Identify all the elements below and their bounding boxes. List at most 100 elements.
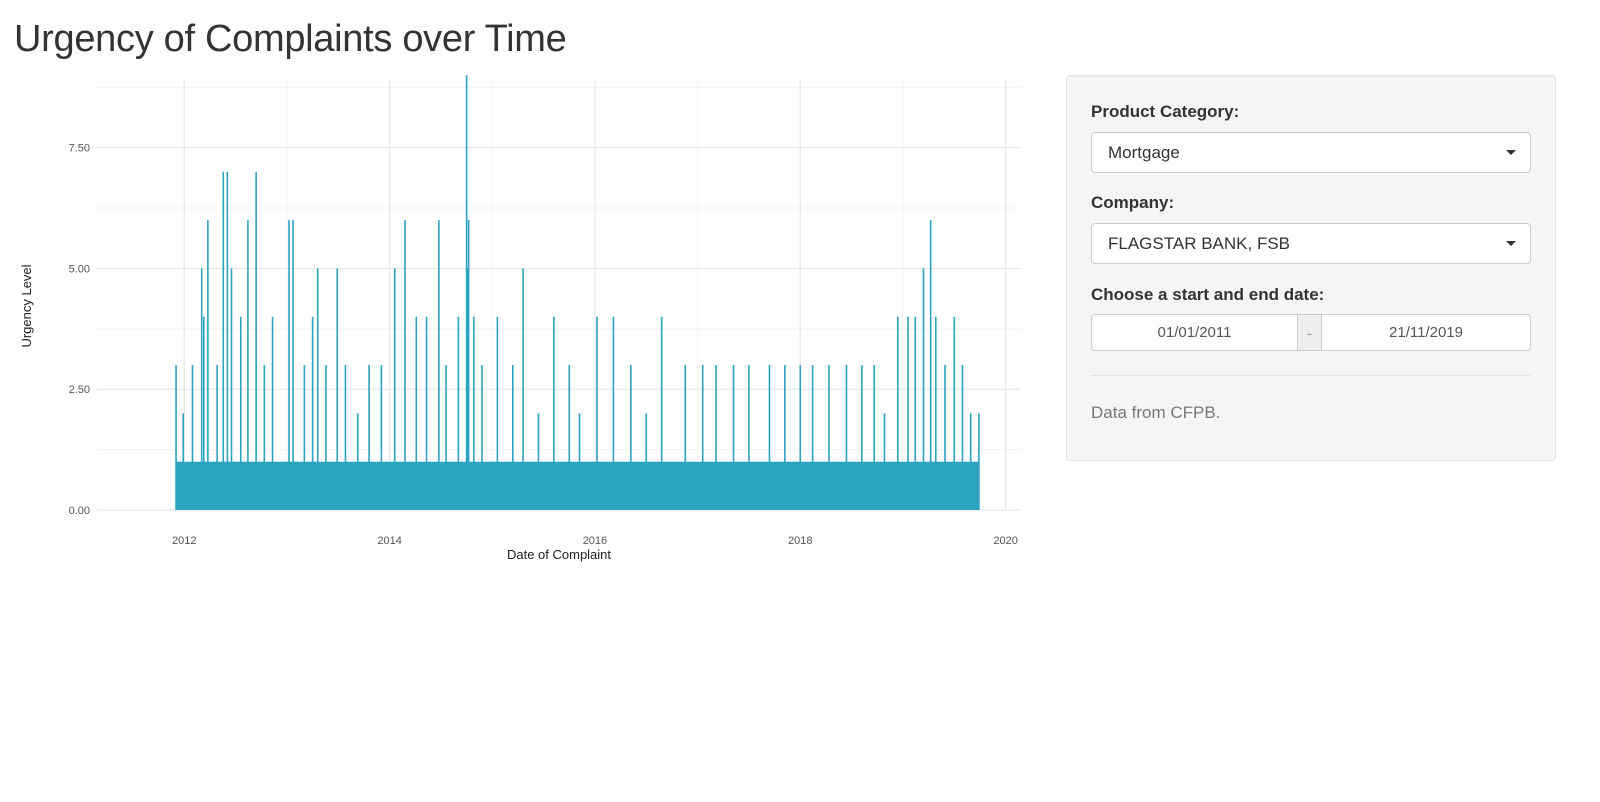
bar: [182, 413, 185, 510]
bar: [404, 220, 406, 510]
bar: [226, 171, 229, 510]
bar: [216, 365, 218, 510]
bar: [457, 316, 460, 510]
x-axis-label: Date of Complaint: [507, 547, 611, 562]
bar: [200, 268, 203, 510]
urgency-chart: 0.00 2.50 5.00 7.50 2012 2014 2016 2018 2020 Da…: [0, 70, 1040, 570]
bar: [415, 316, 418, 510]
bar: [596, 316, 598, 510]
bar: [311, 316, 314, 510]
bar: [288, 220, 290, 510]
bar: [799, 365, 802, 510]
bar: [784, 365, 786, 510]
bar: [684, 365, 687, 510]
bar: [929, 220, 932, 510]
end-date-input[interactable]: 21/11/2019: [1321, 314, 1531, 351]
product-category-value: Mortgage: [1108, 142, 1180, 162]
y-tick-labels: 0.00 2.50 5.00 7.50: [69, 143, 90, 517]
bar: [578, 413, 581, 510]
bar: [222, 171, 225, 510]
date-range-label: Choose a start and end date:: [1091, 285, 1325, 304]
date-range-separator: -: [1298, 314, 1321, 351]
divider: [1091, 375, 1531, 376]
date-range-input: 01/01/2011 - 21/11/2019: [1091, 314, 1531, 351]
bar: [907, 316, 909, 510]
bar: [465, 75, 468, 510]
bar: [303, 365, 306, 510]
bar: [873, 365, 875, 510]
chart-svg: 0.00 2.50 5.00 7.50 2012 2014 2016 2018 2020 Da…: [19, 75, 1021, 562]
chart-grid: [97, 80, 1021, 511]
product-category-label: Product Category:: [1091, 102, 1240, 121]
bar: [368, 365, 370, 510]
y-tick-label: 5.00: [69, 263, 90, 275]
y-tick-label: 7.50: [69, 143, 90, 155]
x-tick-label: 2020: [993, 535, 1017, 547]
bar: [969, 413, 972, 510]
bar: [645, 413, 648, 510]
x-tick-label: 2016: [583, 535, 607, 547]
bar: [393, 268, 396, 510]
bar: [496, 316, 499, 510]
company-select[interactable]: FLAGSTAR BANK, FSB: [1091, 223, 1531, 264]
bar: [944, 365, 946, 510]
bar: [961, 365, 964, 510]
bar: [537, 413, 540, 510]
company-value: FLAGSTAR BANK, FSB: [1108, 233, 1291, 253]
bar: [630, 365, 632, 510]
bar: [512, 365, 514, 510]
bar: [239, 316, 242, 510]
bar: [914, 316, 917, 510]
x-tick-label: 2014: [377, 535, 401, 547]
bar: [445, 365, 447, 510]
product-category-select[interactable]: Mortgage: [1091, 132, 1531, 173]
start-date-input[interactable]: 01/01/2011: [1091, 314, 1298, 351]
bar: [438, 220, 440, 510]
bar: [828, 365, 830, 510]
x-tick-label: 2012: [172, 535, 196, 547]
bar: [612, 316, 615, 510]
bar: [271, 316, 274, 510]
bar: [316, 268, 319, 510]
bar: [715, 365, 717, 510]
bar: [247, 220, 249, 510]
bar: [883, 413, 886, 510]
bar: [553, 316, 555, 510]
y-axis-label: Urgency Level: [19, 264, 34, 347]
x-tick-label: 2018: [788, 535, 812, 547]
bar: [568, 365, 571, 510]
bar: [953, 316, 956, 510]
bar: [897, 316, 899, 510]
bar: [845, 365, 848, 510]
bar: [263, 365, 266, 510]
bar: [425, 316, 428, 510]
bar: [522, 268, 524, 510]
bar: [175, 365, 177, 510]
base-bar-band: [176, 461, 979, 510]
y-tick-label: 0.00: [69, 505, 90, 517]
bar: [660, 316, 663, 510]
bar: [325, 365, 327, 510]
company-label: Company:: [1091, 193, 1175, 212]
bar: [732, 365, 735, 510]
bar: [230, 268, 233, 510]
bar: [191, 365, 194, 510]
x-tick-labels: 2012 2014 2016 2018 2020: [172, 535, 1018, 547]
bar: [344, 365, 347, 510]
bar: [861, 365, 863, 510]
chevron-down-icon: [1506, 241, 1516, 246]
bar: [481, 365, 483, 510]
page-title: Urgency of Complaints over Time: [14, 18, 567, 60]
bar: [811, 365, 814, 510]
source-note: Data from CFPB.: [1091, 403, 1221, 422]
bar: [466, 268, 469, 510]
bar: [292, 220, 294, 510]
y-tick-label: 2.50: [69, 384, 90, 396]
bar: [978, 413, 980, 510]
bar: [701, 365, 704, 510]
chevron-down-icon: [1506, 150, 1516, 155]
bar: [380, 365, 383, 510]
bar: [922, 268, 925, 510]
bar: [768, 365, 771, 510]
bar: [207, 220, 209, 510]
